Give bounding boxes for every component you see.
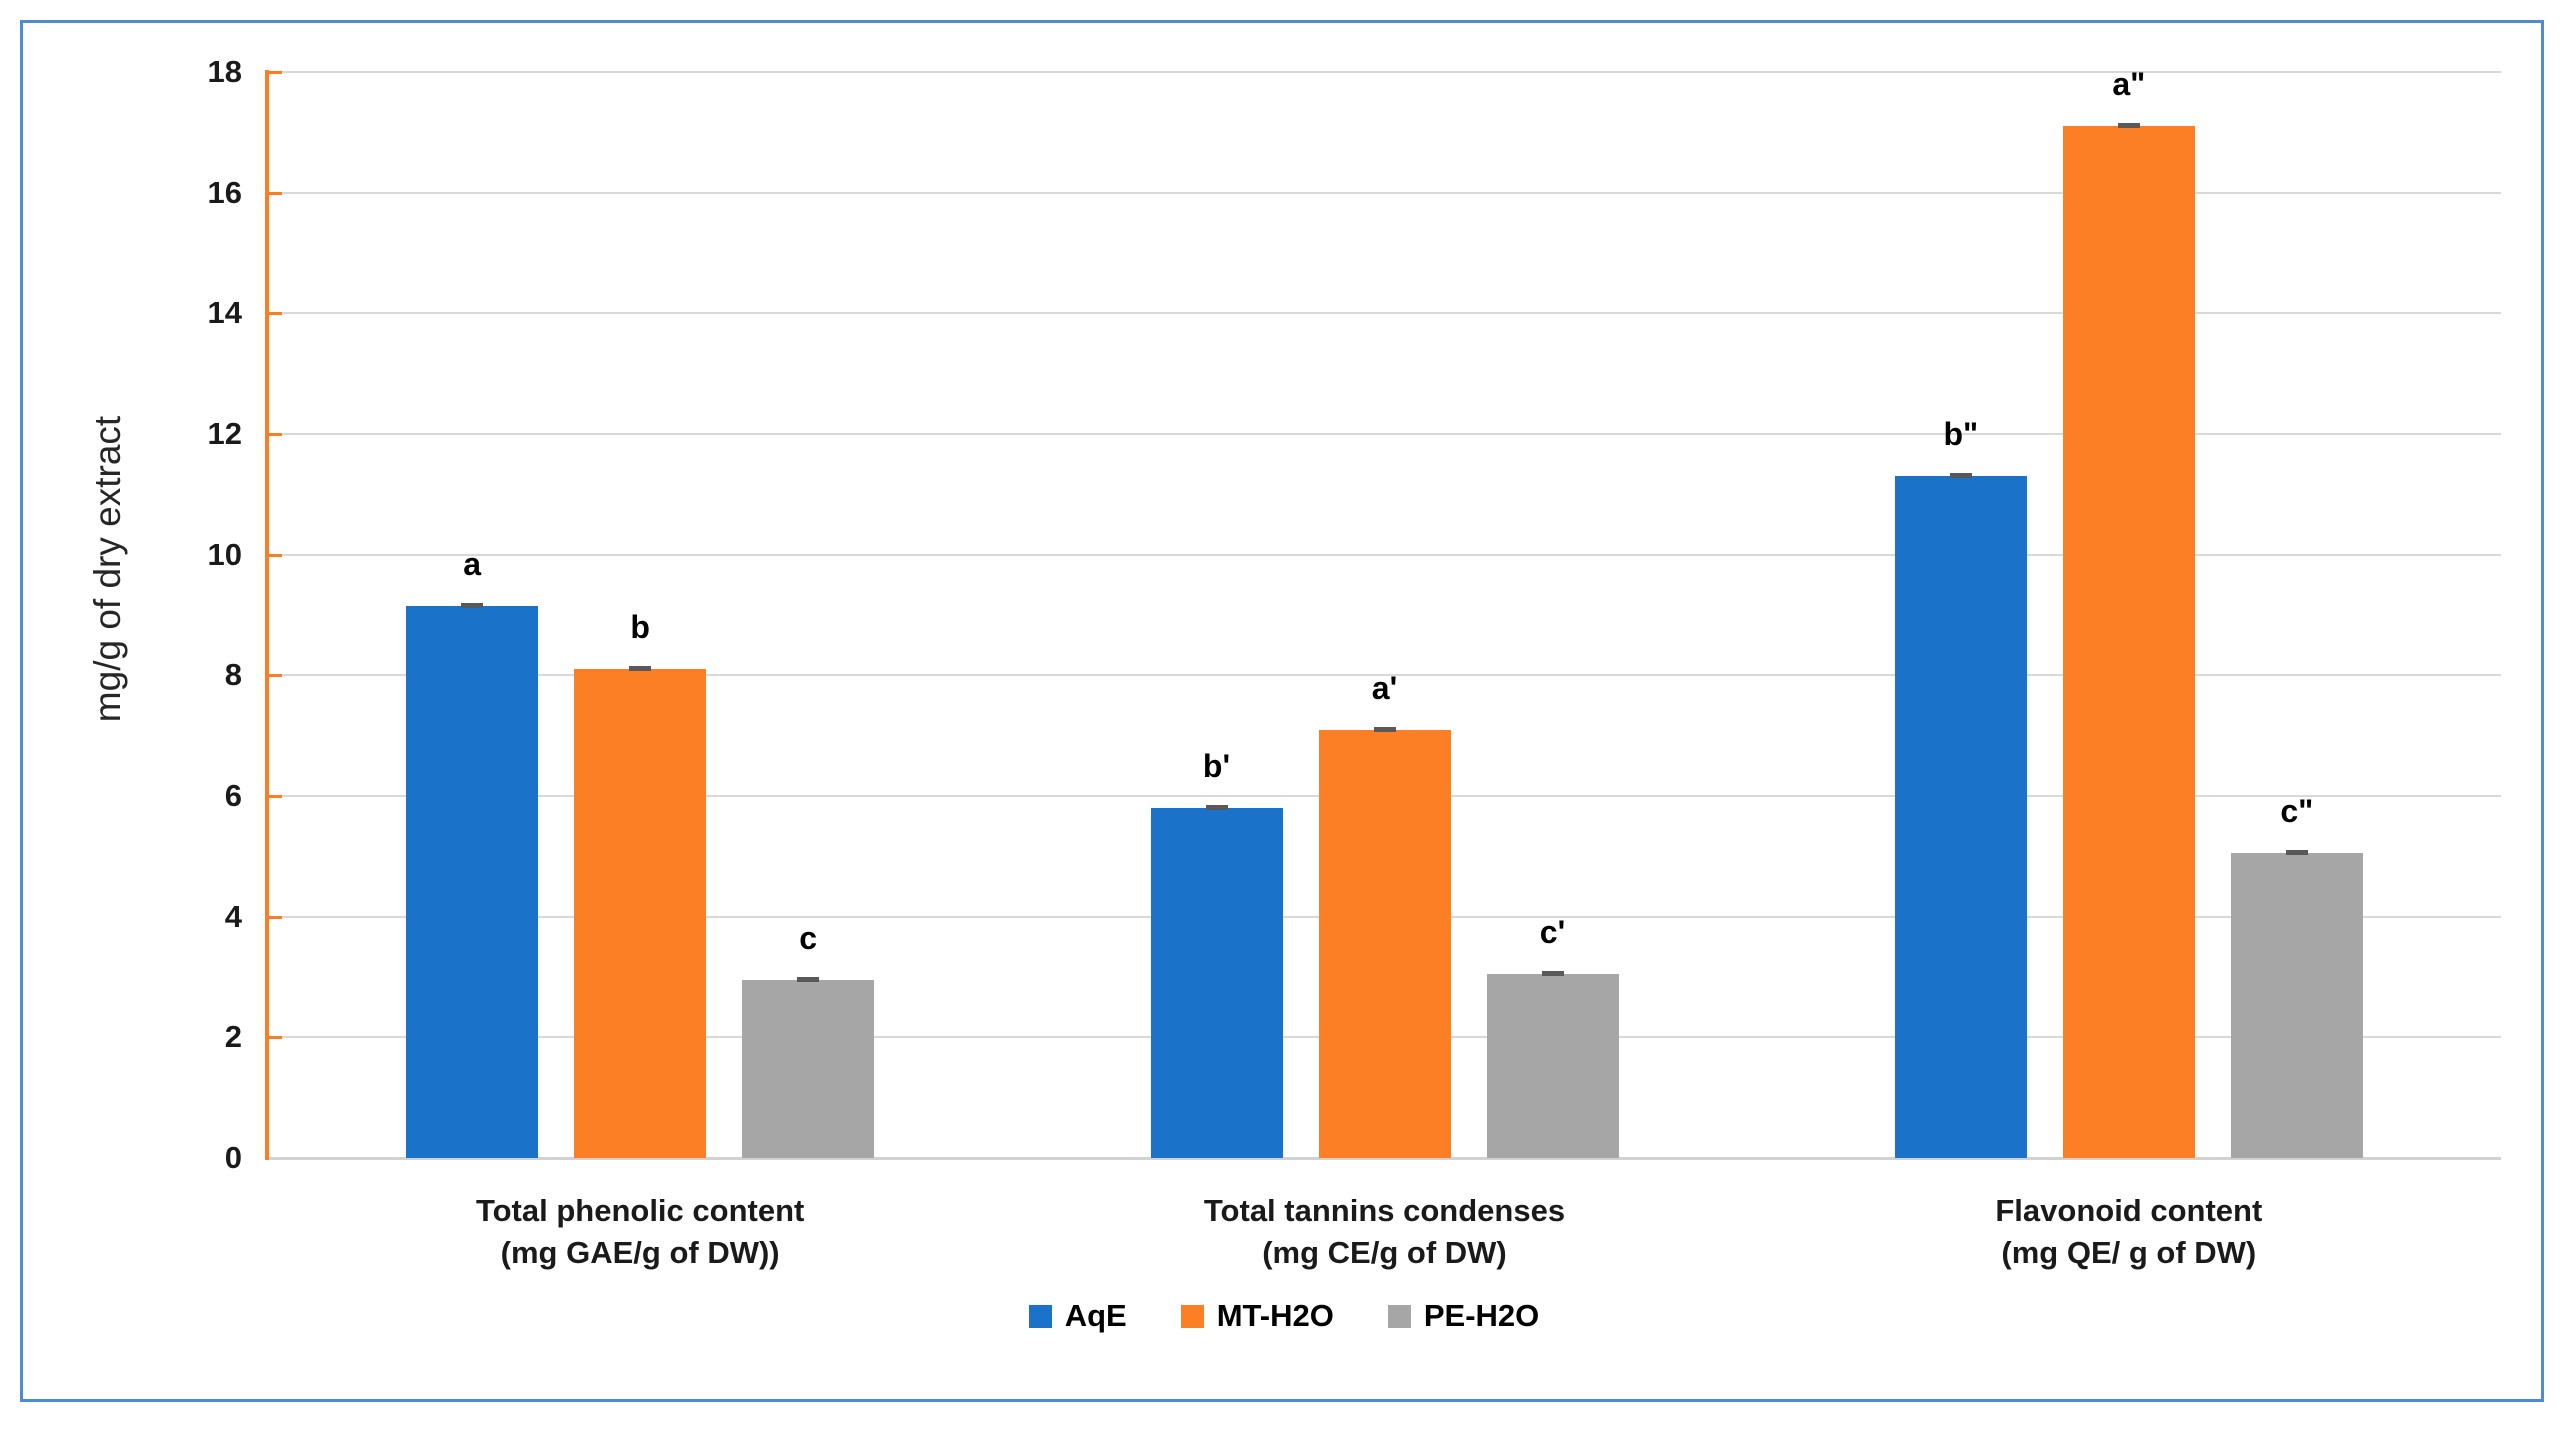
y-axis-tick-10 — [268, 553, 282, 557]
gridline-y-18 — [268, 71, 2501, 73]
sig-label-mt-h2o-total-phenolic-content: b — [630, 609, 650, 646]
y-axis-tick-14 — [268, 312, 282, 316]
gridline-y-12 — [268, 433, 2501, 435]
legend-label-mt-h2o: MT-H2O — [1216, 1298, 1334, 1333]
sig-label-mt-h2o-total-tannins-condenses: a' — [1371, 669, 1398, 706]
error-bar-cap-pe-h2o-total-phenolic-content — [797, 977, 820, 983]
y-axis-tick-18 — [268, 71, 282, 74]
x-category-label-line1: Flavonoid content — [1995, 1193, 2263, 1228]
bar-pe-h2o-total-phenolic-content — [742, 980, 875, 1158]
legend: AqE MT-H2O PE-H2O — [0, 1298, 2568, 1334]
y-tick-label-16: 16 — [207, 174, 242, 210]
bar-mt-h2o-total-tannins-condenses — [1318, 729, 1451, 1158]
legend-swatch-mt-h2o — [1180, 1304, 1204, 1328]
y-axis-tick-2 — [268, 1036, 282, 1040]
error-bar-cap-mt-h2o-flavonoid-content — [2117, 123, 2140, 129]
sig-label-aqe-total-phenolic-content: a — [463, 545, 482, 582]
sig-label-aqe-total-tannins-condenses: b' — [1202, 748, 1231, 785]
error-bar-cap-aqe-total-tannins-condenses — [1205, 805, 1228, 811]
x-category-label-total-phenolic-content: Total phenolic content (mg GAE/g of DW)) — [260, 1190, 1020, 1274]
y-axis-line — [265, 70, 269, 1160]
error-bar-cap-pe-h2o-total-tannins-condenses — [1541, 970, 1564, 976]
x-category-label-line1: Total phenolic content — [475, 1193, 805, 1228]
gridline-y-16 — [268, 191, 2501, 194]
bar-mt-h2o-flavonoid-content — [2062, 126, 2195, 1158]
bar-pe-h2o-total-tannins-condenses — [1486, 973, 1619, 1158]
sig-label-mt-h2o-flavonoid-content: a" — [2112, 66, 2146, 103]
sig-label-pe-h2o-total-phenolic-content: c — [799, 920, 818, 957]
error-bar-cap-mt-h2o-total-tannins-condenses — [1373, 726, 1396, 732]
y-axis-tick-12 — [268, 433, 282, 436]
x-category-label-flavonoid-content: Flavonoid content (mg QE/ g of DW) — [1749, 1190, 2509, 1274]
legend-item-aqe: AqE — [1028, 1298, 1127, 1334]
legend-swatch-aqe — [1028, 1304, 1052, 1328]
bar-aqe-total-tannins-condenses — [1150, 808, 1283, 1158]
error-bar-cap-mt-h2o-total-phenolic-content — [629, 666, 652, 672]
sig-label-pe-h2o-flavonoid-content: c" — [2280, 793, 2314, 830]
sig-label-pe-h2o-total-tannins-condenses: c' — [1539, 913, 1566, 950]
y-tick-label-8: 8 — [224, 657, 242, 693]
bar-pe-h2o-flavonoid-content — [2230, 853, 2363, 1158]
bar-aqe-total-phenolic-content — [406, 605, 539, 1158]
y-tick-label-18: 18 — [207, 54, 242, 89]
bar-aqe-flavonoid-content — [1894, 476, 2027, 1158]
legend-swatch-pe-h2o — [1387, 1304, 1411, 1328]
error-bar-cap-aqe-flavonoid-content — [1949, 473, 1972, 479]
y-tick-label-2: 2 — [224, 1019, 242, 1055]
y-tick-label-14: 14 — [207, 295, 242, 331]
legend-item-mt-h2o: MT-H2O — [1180, 1298, 1334, 1334]
y-tick-label-4: 4 — [224, 898, 242, 934]
y-tick-label-0: 0 — [224, 1140, 242, 1175]
legend-item-pe-h2o: PE-H2O — [1387, 1298, 1540, 1334]
gridline-y-8 — [268, 674, 2501, 677]
x-category-label-line2: (mg QE/ g of DW) — [2001, 1235, 2257, 1270]
gridline-y-10 — [268, 553, 2501, 556]
y-axis-title: mg/g of dry extract — [87, 415, 128, 723]
bar-mt-h2o-total-phenolic-content — [574, 669, 707, 1158]
y-axis-tick-8 — [268, 674, 282, 678]
x-axis-line — [268, 1157, 2501, 1160]
y-axis-tick-16 — [268, 191, 282, 195]
y-tick-label-10: 10 — [207, 536, 242, 572]
error-bar-cap-pe-h2o-flavonoid-content — [2285, 850, 2308, 856]
x-category-label-line2: (mg CE/g of DW) — [1262, 1235, 1507, 1270]
x-category-label-total-tannins-condenses: Total tannins condenses (mg CE/g of DW) — [1005, 1190, 1765, 1274]
y-tick-label-12: 12 — [207, 416, 242, 451]
legend-label-pe-h2o: PE-H2O — [1423, 1298, 1540, 1333]
error-bar-cap-aqe-total-phenolic-content — [461, 602, 484, 608]
y-tick-label-6: 6 — [224, 778, 242, 813]
x-category-label-line1: Total tannins condenses — [1203, 1193, 1566, 1228]
sig-label-aqe-flavonoid-content: b" — [1943, 416, 1979, 453]
gridline-y-14 — [268, 312, 2501, 315]
y-axis-tick-6 — [268, 795, 282, 798]
x-category-label-line2: (mg GAE/g of DW)) — [500, 1235, 780, 1270]
y-axis-tick-4 — [268, 915, 282, 919]
legend-label-aqe: AqE — [1064, 1298, 1127, 1333]
